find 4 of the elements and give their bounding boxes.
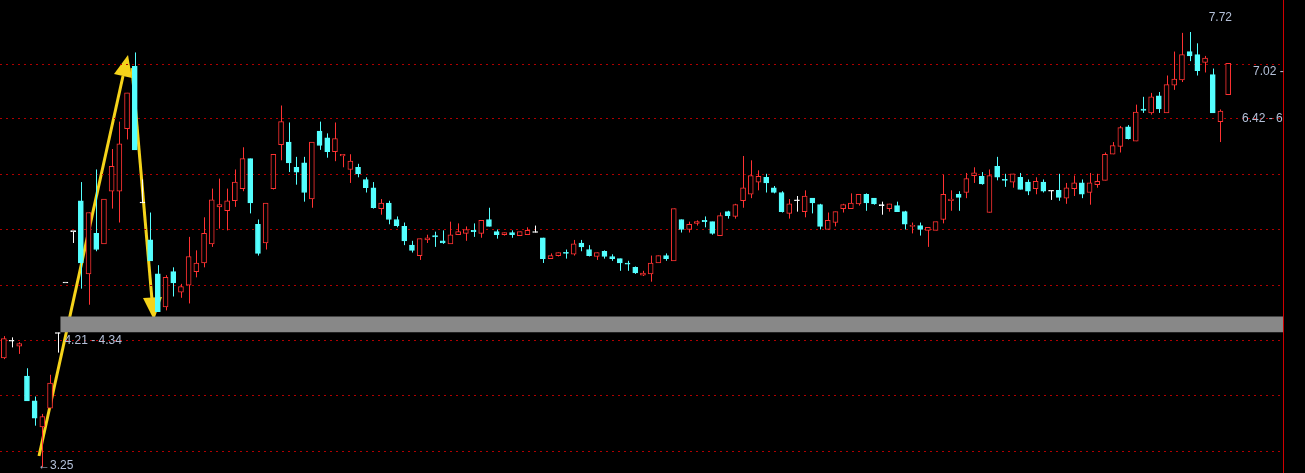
text: 7.02 - (1253, 64, 1284, 79)
text: 7.72 (1208, 10, 1233, 25)
text: 6.42 - 6 (1242, 111, 1284, 126)
annotation: ←3.25 (38, 458, 74, 473)
